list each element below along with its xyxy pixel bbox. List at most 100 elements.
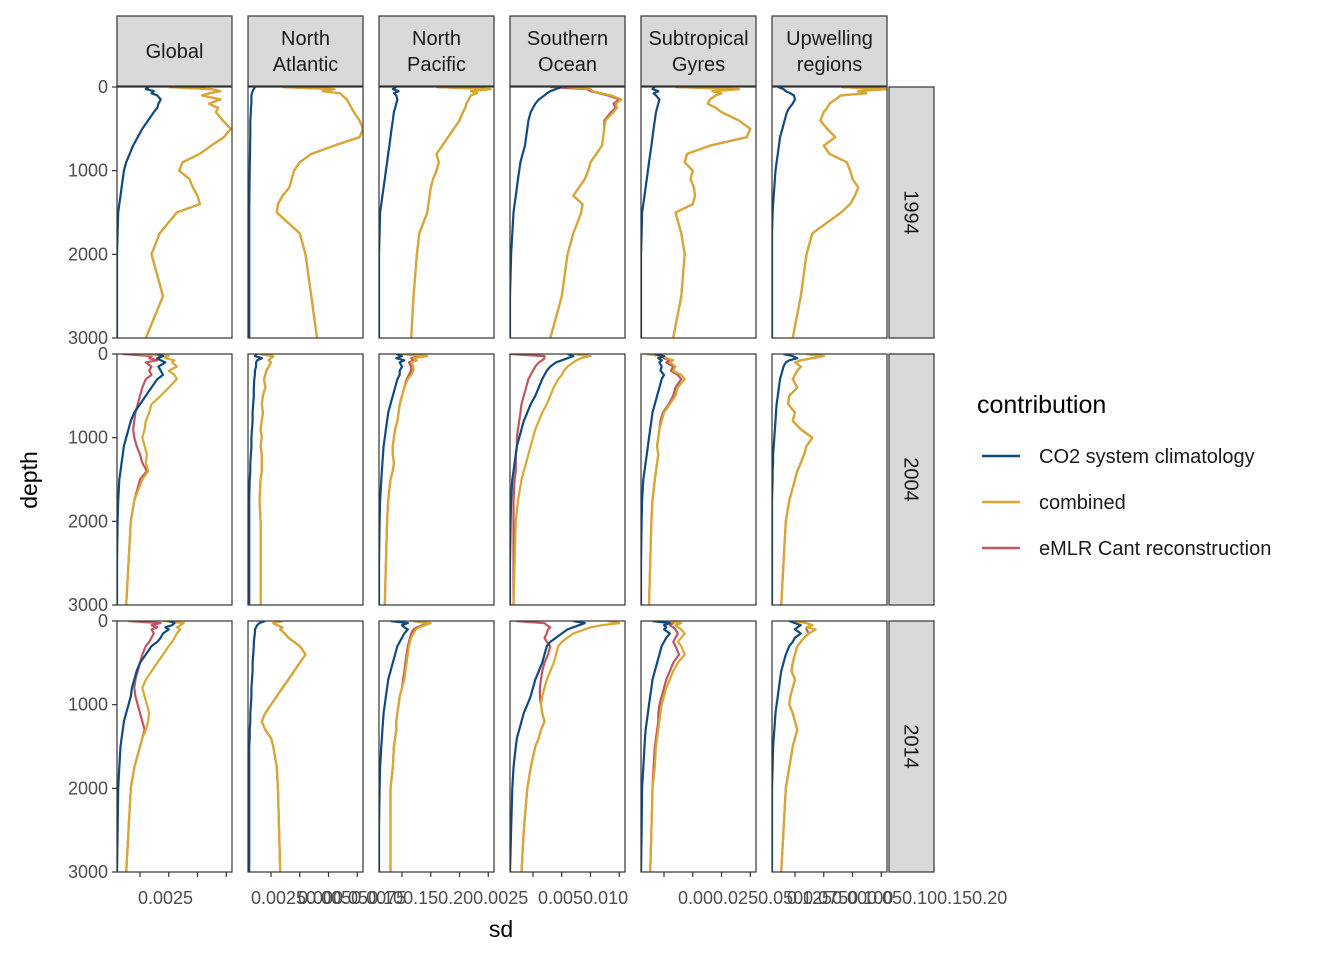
series-line-comb-2014-subtropical-gyres	[649, 621, 686, 872]
series-line-comb-2014-north-pacific	[389, 621, 432, 872]
facet-strip-north-pacific	[378, 15, 495, 87]
facet-strip-global	[116, 15, 233, 87]
facet-label-global: Global	[146, 41, 204, 63]
series-line-emlr-2004-southern-ocean	[510, 354, 546, 605]
series-line-comb-1994-global	[144, 87, 232, 338]
series-line-clim-1994-north-atlantic	[248, 87, 256, 338]
series-line-comb-2004-global	[125, 354, 178, 605]
panel-border	[771, 620, 888, 873]
panel-2004-global	[116, 353, 233, 606]
facet-label-north-atlantic: North Atlantic	[273, 28, 339, 76]
series-line-comb-2004-upwelling-regions	[780, 354, 825, 605]
panel-border	[771, 353, 888, 606]
series-line-clim-2004-global	[117, 354, 167, 605]
series-line-clim-2004-north-pacific	[379, 354, 406, 605]
legend-label-co2-system-climatology: CO2 system climatology	[1039, 446, 1255, 468]
facet-strip-southern-ocean	[509, 15, 626, 87]
y-tick-label-2014-3000: 3000	[68, 862, 108, 882]
facet-label-north-pacific: North Pacific	[407, 28, 466, 76]
series-line-clim-2014-subtropical-gyres	[641, 621, 671, 872]
series-line-emlr-2014-southern-ocean	[515, 621, 552, 872]
series-line-comb-1994-north-pacific	[410, 87, 492, 338]
panel-border	[247, 620, 364, 873]
panel-border	[116, 86, 233, 339]
series-line-clim-1994-north-pacific	[379, 87, 400, 338]
x-tick-label-3: 0.0050.010	[538, 888, 628, 908]
panel-border	[771, 86, 888, 339]
panel-2004-north-atlantic	[247, 353, 364, 606]
legend-label-combined: combined	[1039, 492, 1126, 514]
panel-2014-north-atlantic	[247, 620, 364, 873]
series-line-comb-1994-subtropical-gyres	[672, 87, 752, 338]
panel-2014-upwelling-regions	[771, 620, 888, 873]
legend: contribution CO2 system climatology combi…	[977, 391, 1271, 560]
panel-2004-southern-ocean	[509, 353, 626, 606]
panel-2014-global	[116, 620, 233, 873]
facet-strip-2004	[888, 353, 935, 606]
panel-1994-global	[116, 86, 233, 339]
x-tick-label-0: 0.0025	[138, 888, 193, 908]
panel-border	[378, 86, 495, 339]
series-line-comb-2004-north-pacific	[383, 354, 429, 605]
facet-label-2004: 2004	[900, 457, 922, 502]
panel-border	[509, 353, 626, 606]
x-tick-label-2: 0.000.050.100.150.200.0025	[298, 888, 528, 908]
series-line-clim-2014-north-pacific	[379, 621, 409, 872]
panel-1994-subtropical-gyres	[640, 86, 757, 339]
y-tick-label-2014-2000: 2000	[68, 778, 108, 798]
y-tick-label-1994-0: 0	[98, 77, 108, 97]
series-line-clim-1994-upwelling-regions	[772, 87, 797, 338]
facet-label-upwelling-regions: Upwelling regions	[786, 28, 873, 76]
facet-label-1994: 1994	[900, 190, 922, 235]
y-tick-label-1994-3000: 3000	[68, 328, 108, 348]
series-line-comb-2004-north-atlantic	[258, 354, 275, 605]
panel-border	[509, 86, 626, 339]
series-line-emlr-2014-subtropical-gyres	[649, 621, 681, 872]
y-tick-label-2004-1000: 1000	[68, 428, 108, 448]
panel-1994-southern-ocean	[509, 86, 626, 339]
series-line-clim-2004-north-atlantic	[248, 354, 263, 605]
y-tick-label-1994-1000: 1000	[68, 161, 108, 181]
facet-label-southern-ocean: Southern Ocean	[527, 28, 608, 76]
series-line-comb-1994-upwelling-regions	[791, 87, 887, 338]
facet-label-2014: 2014	[900, 724, 922, 769]
series-line-comb-2014-southern-ocean	[520, 621, 621, 872]
series-line-comb-1994-north-atlantic	[275, 87, 363, 338]
legend-label-emlr-cant-reconstruction: eMLR Cant reconstruction	[1039, 538, 1271, 560]
panel-1994-north-pacific	[378, 86, 495, 339]
panel-border	[247, 86, 364, 339]
panel-2004-north-pacific	[378, 353, 495, 606]
x-tick-label-4: 0.000.0250.0500.0750.100	[678, 888, 893, 908]
y-tick-label-1994-2000: 2000	[68, 244, 108, 264]
series-line-clim-2004-southern-ocean	[510, 354, 575, 605]
series-line-comb-2004-subtropical-gyres	[646, 354, 686, 605]
panel-2014-north-pacific	[378, 620, 495, 873]
x-tick-label-5: 0.1250.000.050.100.150.20	[787, 888, 1007, 908]
series-line-comb-2004-southern-ocean	[512, 354, 592, 605]
panel-2014-southern-ocean	[509, 620, 626, 873]
series-line-comb-2014-upwelling-regions	[780, 621, 817, 872]
series-line-emlr-1994-global	[144, 87, 232, 338]
panel-2004-subtropical-gyres	[640, 353, 757, 606]
panel-2014-subtropical-gyres	[640, 620, 757, 873]
panel-border	[378, 620, 495, 873]
series-line-clim-1994-global	[117, 87, 162, 338]
series-line-clim-2014-north-atlantic	[248, 621, 266, 872]
panel-2004-upwelling-regions	[771, 353, 888, 606]
facet-strip-1994	[888, 86, 935, 339]
panel-1994-north-atlantic	[247, 86, 364, 339]
y-tick-label-2004-0: 0	[98, 344, 108, 364]
panel-border	[640, 620, 757, 873]
series-line-emlr-2014-upwelling-regions	[780, 621, 814, 872]
y-tick-label-2014-1000: 1000	[68, 695, 108, 715]
y-axis-title: depth	[16, 451, 42, 509]
series-line-emlr-1994-north-atlantic	[275, 87, 363, 338]
x-axis-title: sd	[489, 916, 513, 942]
series-line-emlr-2014-north-atlantic	[260, 621, 307, 872]
y-tick-label-2004-3000: 3000	[68, 595, 108, 615]
series-line-comb-1994-southern-ocean	[549, 87, 623, 338]
facet-strip-north-atlantic	[247, 15, 364, 87]
series-line-emlr-2014-north-pacific	[389, 621, 429, 872]
series-line-clim-2014-upwelling-regions	[772, 621, 802, 872]
facet-strip-subtropical-gyres	[640, 15, 757, 87]
